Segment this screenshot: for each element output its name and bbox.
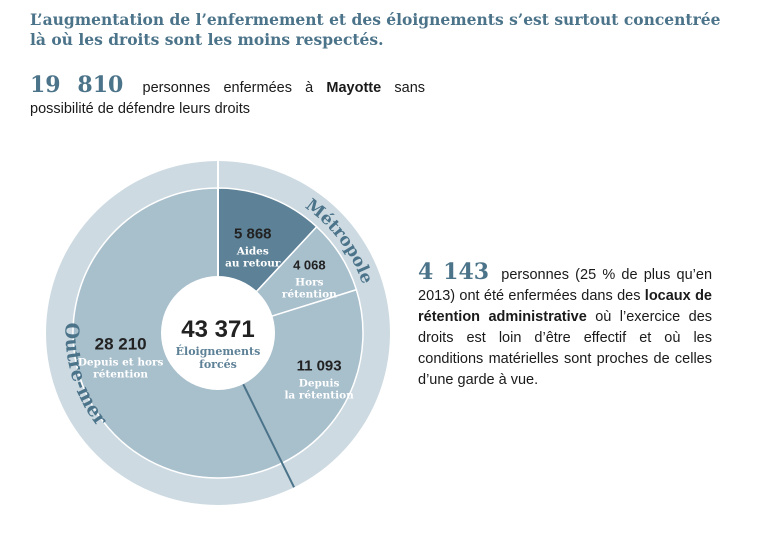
mayotte-text-before: personnes enfermées à xyxy=(142,80,314,96)
slice-label-line1-depuis-la-retention: Depuis xyxy=(299,377,340,389)
mayotte-place: Mayotte xyxy=(326,80,382,96)
slice-label-line2-depuis-la-retention: la rétention xyxy=(284,389,354,401)
headline: L’augmentation de l’enfermement et des é… xyxy=(30,10,721,49)
slice-value-depuis-et-hors-retention: 28 210 xyxy=(95,335,147,354)
slice-value-hors-retention: 4 068 xyxy=(293,257,326,272)
center-label-line1: Éloignements xyxy=(176,344,261,358)
slice-value-depuis-la-retention: 11 093 xyxy=(297,357,342,374)
slice-label-line2-depuis-et-hors-retention: rétention xyxy=(93,369,148,381)
center-label-line2: forcés xyxy=(199,358,237,371)
mayotte-text-after: sans possibilité de défendre leurs droit… xyxy=(30,80,426,117)
slice-label-line1-aides-au-retour: Aides xyxy=(236,246,269,258)
slice-label-line2-aides-au-retour: au retour xyxy=(225,258,281,270)
center-disk xyxy=(161,276,275,390)
detention-text-after: où l’exercice des droits est loin d’être… xyxy=(418,309,713,388)
slice-value-aides-au-retour: 5 868 xyxy=(234,226,272,243)
detention-statement: 4 143 personnes (25 % de plus qu’en 2013… xyxy=(418,259,713,391)
region-divider xyxy=(242,383,295,488)
detention-text-before: personnes (25 % de plus qu’en 2013) ont … xyxy=(418,267,713,304)
detention-bold-text: locaux de rétention administrative xyxy=(418,288,712,325)
center-total-value: 43 371 xyxy=(181,316,254,343)
slice-label-line1-depuis-et-hors-retention: Depuis et hors xyxy=(78,357,164,369)
detention-number: 4 143 xyxy=(418,259,490,285)
slice-label-line1-hors-retention: Hors xyxy=(295,276,323,288)
mayotte-statement: 19 810 personnes enfermées à Mayotte san… xyxy=(30,72,426,120)
mayotte-number: 19 810 xyxy=(30,72,124,98)
slice-label-line2-hors-retention: rétention xyxy=(282,288,337,300)
